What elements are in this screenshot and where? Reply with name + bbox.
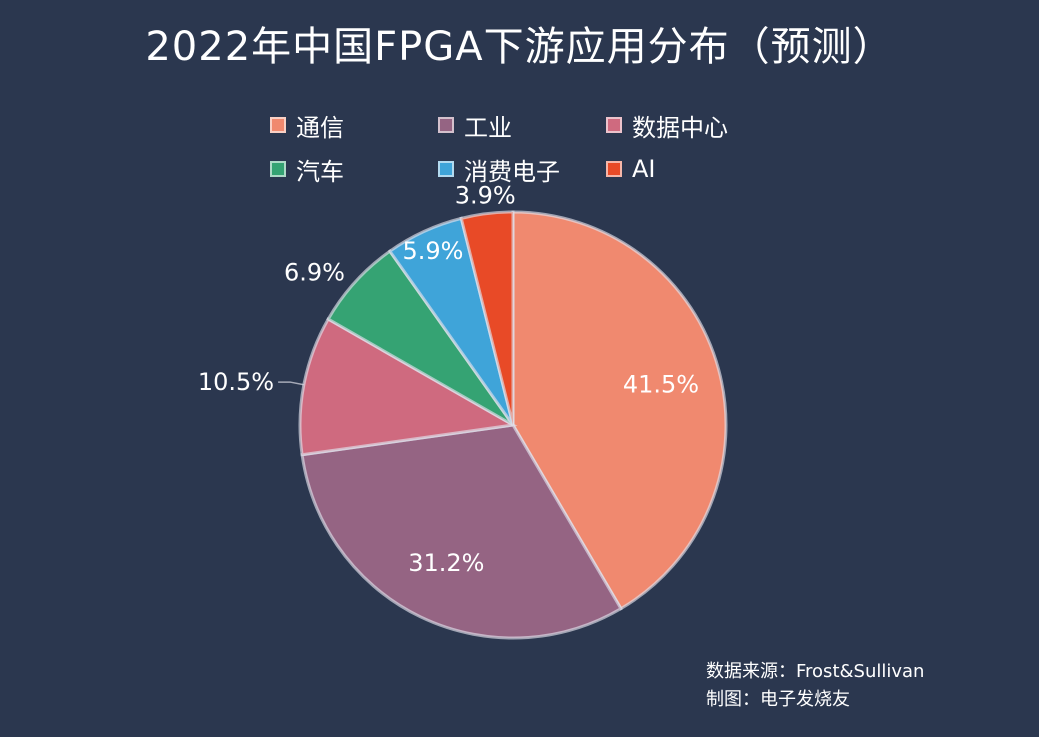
legend-item-qiche[interactable]: 汽车 — [270, 152, 438, 186]
legend-label: 汽车 — [296, 157, 344, 186]
slice-label-1: 31.2% — [408, 549, 484, 577]
legend-swatch — [270, 161, 286, 177]
slice-label-2: 10.5% — [198, 368, 274, 396]
legend-swatch — [438, 117, 454, 133]
pie-slice-2[interactable] — [298, 317, 518, 457]
pie-slice-5[interactable] — [459, 210, 515, 426]
leader-line-2 — [278, 381, 304, 386]
legend-swatch — [606, 161, 622, 177]
legend-swatch — [606, 117, 622, 133]
credit-line: 制图：电子发烧友 — [706, 689, 850, 710]
slice-label-3: 6.9% — [284, 258, 345, 286]
legend-label: AI — [632, 155, 656, 183]
slice-label-0: 41.5% — [623, 371, 699, 399]
chart-title: 2022年中国FPGA下游应用分布（预测） — [145, 24, 894, 70]
slice-label-4: 5.9% — [402, 237, 463, 265]
legend-swatch — [438, 161, 454, 177]
legend-swatch — [270, 117, 286, 133]
legend-label: 通信 — [296, 113, 344, 142]
legend-label: 工业 — [464, 113, 512, 142]
legend-item-data-center[interactable]: 数据中心 — [606, 108, 790, 142]
source-note: 数据来源：Frost&Sullivan 制图：电子发烧友 — [706, 658, 924, 714]
pie-slice-1[interactable] — [300, 423, 624, 640]
legend-item-gongye[interactable]: 工业 — [438, 108, 606, 142]
legend-item-consumer-electronics[interactable]: 消费电子 — [438, 152, 606, 186]
pie-slice-0[interactable] — [511, 210, 728, 611]
legend-item-tongxin[interactable]: 通信 — [270, 108, 438, 142]
legend-label: 消费电子 — [464, 157, 560, 186]
data-source-line: 数据来源：Frost&Sullivan — [706, 661, 925, 682]
legend-item-ai[interactable]: AI — [606, 152, 790, 186]
legend: 通信 工业 数据中心 汽车 消费电子 AI — [270, 108, 790, 186]
legend-label: 数据中心 — [632, 113, 728, 142]
slice-label-5: 3.9% — [455, 182, 516, 210]
